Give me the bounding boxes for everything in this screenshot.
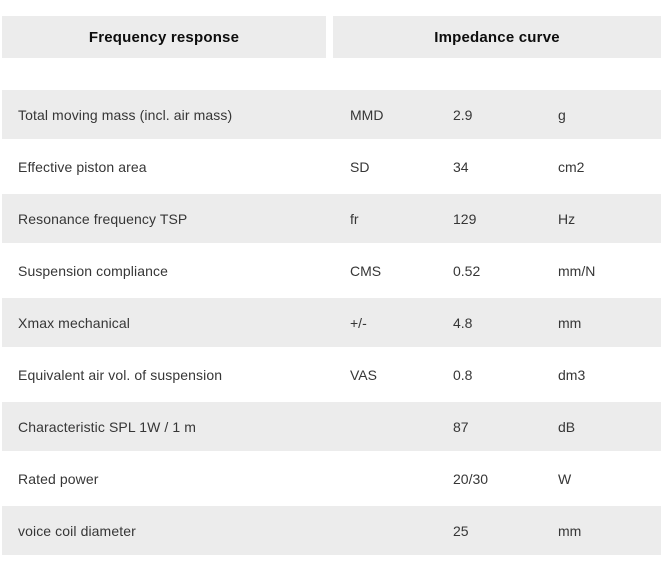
spec-value: 2.9 [453, 106, 473, 123]
spec-unit: g [558, 106, 566, 123]
spec-label: Xmax mechanical [18, 314, 130, 331]
spec-label: Characteristic SPL 1W / 1 m [18, 418, 197, 435]
spec-value: 0.52 [453, 262, 481, 279]
spec-symbol: +/- [350, 314, 367, 331]
tab-impedance-curve[interactable]: Impedance curve [333, 16, 661, 58]
spec-unit: cm2 [558, 158, 585, 175]
spec-unit: mm [558, 314, 582, 331]
spec-unit: mm [558, 522, 582, 539]
spec-label: Equivalent air vol. of suspension [18, 366, 223, 383]
spec-value: 34 [453, 158, 469, 175]
spec-unit: dm3 [558, 366, 586, 383]
table-row: Xmax mechanical +/- 4.8 mm [2, 298, 661, 350]
spec-value: 0.8 [453, 366, 473, 383]
spec-sheet: Frequency response Impedance curve Total… [2, 0, 661, 558]
spec-label: Resonance frequency TSP [18, 210, 188, 227]
spec-value: 87 [453, 418, 469, 435]
table-row: Resonance frequency TSP fr 129 Hz [2, 194, 661, 246]
spec-unit: W [558, 470, 572, 487]
spec-label: Effective piston area [18, 158, 147, 175]
spec-symbol: fr [350, 210, 359, 227]
spec-label: Suspension compliance [18, 262, 168, 279]
specifications-table: Total moving mass (incl. air mass) MMD 2… [2, 90, 661, 558]
spec-value: 4.8 [453, 314, 473, 331]
spec-symbol: CMS [350, 262, 382, 279]
table-row: Effective piston area SD 34 cm2 [2, 142, 661, 194]
spec-unit: dB [558, 418, 576, 435]
spec-label: voice coil diameter [18, 522, 136, 539]
spec-label: Rated power [18, 470, 99, 487]
spec-label: Total moving mass (incl. air mass) [18, 106, 233, 123]
spec-symbol: MMD [350, 106, 384, 123]
spec-unit: mm/N [558, 262, 596, 279]
spec-value: 129 [453, 210, 477, 227]
table-row: Characteristic SPL 1W / 1 m 87 dB [2, 402, 661, 454]
table-row: Rated power 20/30 W [2, 454, 661, 506]
spec-symbol: SD [350, 158, 370, 175]
table-row: voice coil diameter 25 mm [2, 506, 661, 558]
spec-value: 25 [453, 522, 469, 539]
spec-symbol: VAS [350, 366, 377, 383]
table-row: Total moving mass (incl. air mass) MMD 2… [2, 90, 661, 142]
spec-value: 20/30 [453, 470, 489, 487]
tab-bar: Frequency response Impedance curve [2, 16, 661, 58]
tab-frequency-response[interactable]: Frequency response [2, 16, 326, 58]
table-row: Equivalent air vol. of suspension VAS 0.… [2, 350, 661, 402]
spec-unit: Hz [558, 210, 576, 227]
table-row: Suspension compliance CMS 0.52 mm/N [2, 246, 661, 298]
